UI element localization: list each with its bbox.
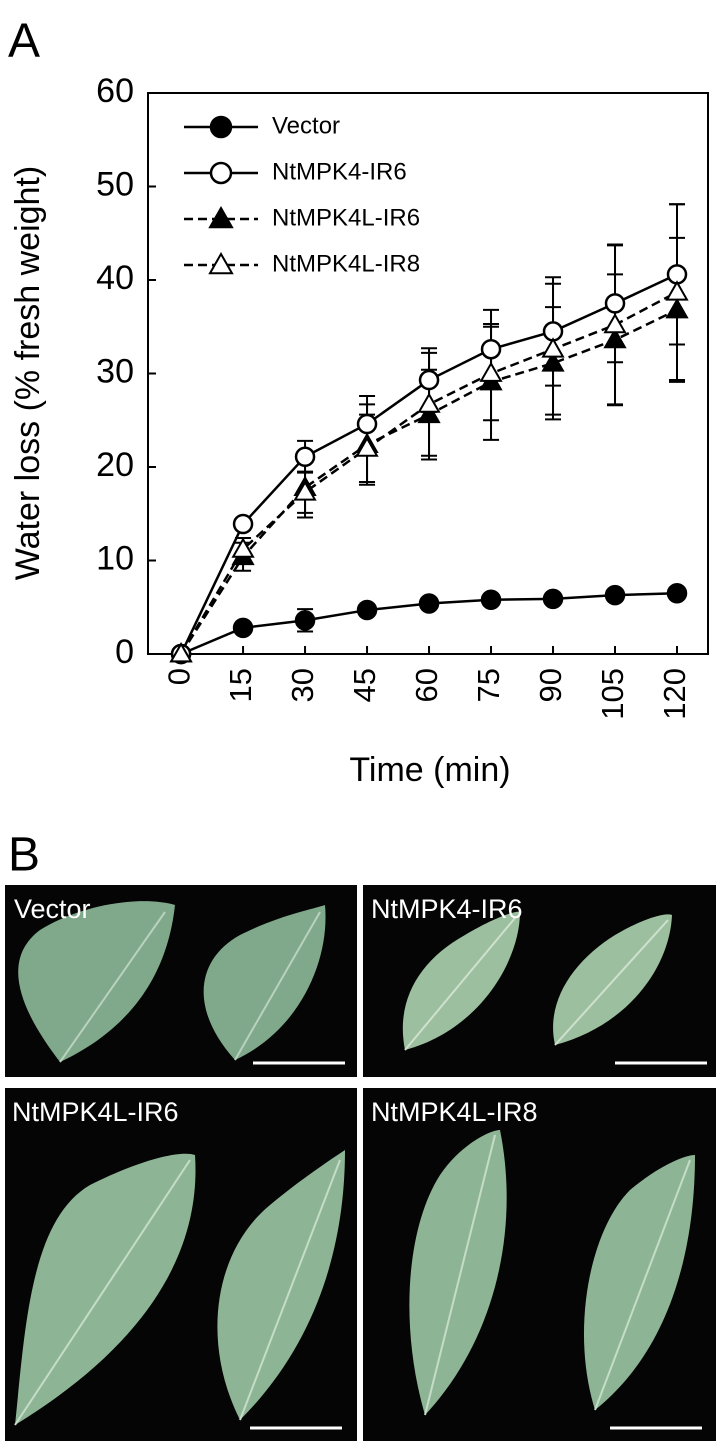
marker xyxy=(665,298,689,319)
marker xyxy=(169,642,193,663)
legend-label: NtMPK4-IR6 xyxy=(272,158,407,185)
marker xyxy=(418,369,440,391)
panel-label: A xyxy=(8,15,40,68)
marker xyxy=(355,436,379,457)
marker xyxy=(417,392,441,413)
photo-label: Vector xyxy=(14,894,91,924)
y-tick-label: 30 xyxy=(96,352,134,390)
photo xyxy=(363,885,716,1077)
x-tick-label: 90 xyxy=(533,668,568,702)
legend-marker xyxy=(209,161,233,185)
legend-marker xyxy=(208,205,234,229)
marker xyxy=(356,599,378,621)
y-axis-label: Water loss (% fresh weight) xyxy=(9,166,47,580)
marker xyxy=(232,617,254,639)
marker xyxy=(604,584,626,606)
marker xyxy=(293,480,317,501)
marker xyxy=(417,402,441,424)
y-tick-label: 60 xyxy=(96,72,134,110)
photo-label: NtMPK4-IR6 xyxy=(371,894,523,924)
legend-label: NtMPK4L-IR8 xyxy=(272,250,420,277)
legend-label: Vector xyxy=(272,112,340,139)
y-tick-label: 0 xyxy=(115,633,134,671)
x-tick-label: 60 xyxy=(409,668,444,702)
photo-label: NtMPK4L-IR6 xyxy=(12,1097,179,1127)
marker xyxy=(232,513,254,535)
marker xyxy=(356,413,378,435)
marker xyxy=(603,327,627,349)
photo-label: NtMPK4L-IR8 xyxy=(371,1097,538,1127)
photo xyxy=(363,1088,716,1441)
photo xyxy=(5,885,357,1077)
x-tick-label: 120 xyxy=(657,668,692,720)
x-tick-label: 45 xyxy=(347,668,382,702)
legend-marker xyxy=(209,115,233,139)
x-tick-label: 0 xyxy=(161,668,196,685)
y-tick-label: 40 xyxy=(96,259,134,297)
marker xyxy=(418,593,440,614)
panel-label: B xyxy=(8,829,40,882)
marker xyxy=(665,280,689,301)
y-tick-label: 20 xyxy=(96,446,134,484)
marker xyxy=(604,293,626,314)
marker xyxy=(542,588,564,610)
x-axis-label: Time (min) xyxy=(349,751,510,789)
y-tick-label: 10 xyxy=(96,539,134,577)
marker xyxy=(231,537,255,558)
marker xyxy=(541,337,565,358)
legend-label: NtMPK4L-IR6 xyxy=(272,204,420,231)
marker xyxy=(294,610,316,631)
marker xyxy=(541,351,565,372)
x-tick-label: 75 xyxy=(471,668,506,702)
x-tick-label: 105 xyxy=(595,668,630,720)
marker xyxy=(479,361,503,382)
x-tick-label: 15 xyxy=(223,668,258,702)
marker xyxy=(480,338,502,360)
marker xyxy=(480,589,502,611)
marker xyxy=(294,446,316,467)
marker xyxy=(666,582,688,604)
x-tick-label: 30 xyxy=(285,668,320,702)
legend-marker xyxy=(208,251,234,275)
marker xyxy=(603,312,627,334)
y-tick-label: 50 xyxy=(96,165,134,203)
photo xyxy=(5,1088,357,1441)
